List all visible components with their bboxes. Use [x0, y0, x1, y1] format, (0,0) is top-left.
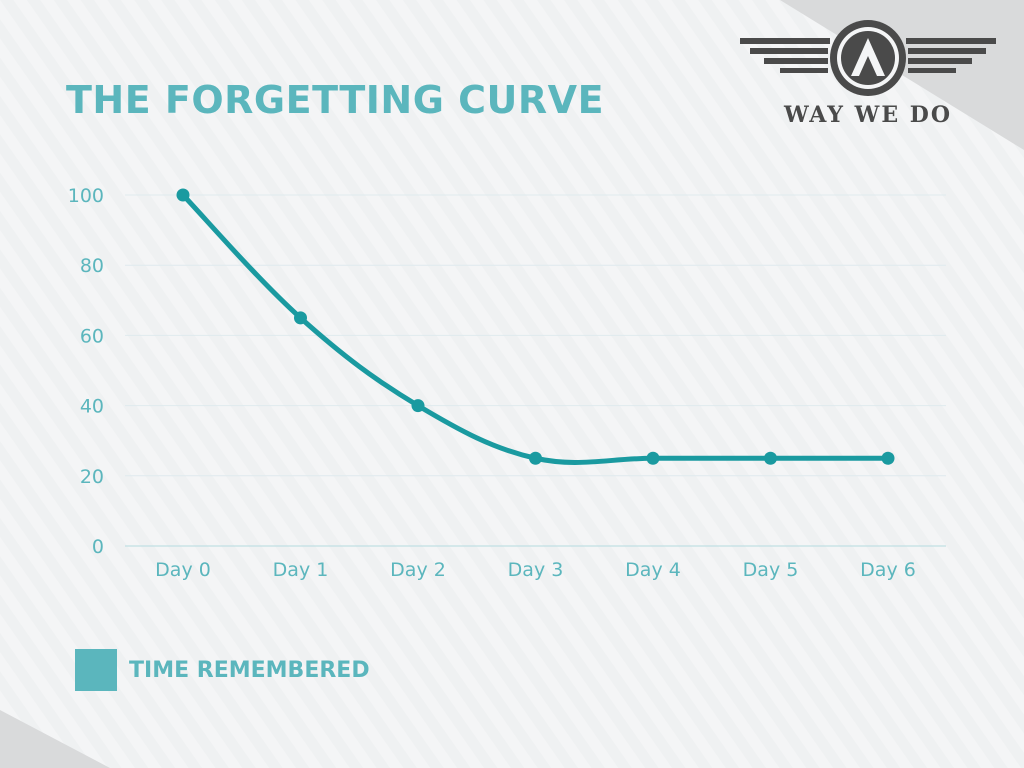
- x-tick-label: Day 6: [860, 559, 916, 581]
- y-tick-label: 80: [80, 255, 104, 277]
- x-tick-label: Day 1: [273, 559, 329, 581]
- logo-text: WAY WE DO: [783, 102, 952, 128]
- legend-label: TIME REMEMBERED: [129, 658, 370, 683]
- page-title: THE FORGETTING CURVE: [66, 78, 605, 122]
- x-tick-label: Day 0: [155, 559, 211, 581]
- data-point: [646, 451, 660, 465]
- x-tick-label: Day 4: [625, 559, 681, 581]
- data-point: [176, 188, 190, 202]
- logo: WAY WE DO: [738, 18, 998, 132]
- x-tick-label: Day 5: [743, 559, 799, 581]
- y-tick-label: 20: [80, 466, 104, 488]
- data-point: [294, 311, 307, 325]
- winged-a-emblem-icon: [740, 20, 996, 96]
- y-tick-label: 100: [68, 185, 104, 207]
- y-tick-label: 40: [80, 396, 104, 418]
- x-tick-label: Day 3: [508, 559, 564, 581]
- data-point: [764, 451, 777, 465]
- data-point: [881, 451, 895, 465]
- y-tick-label: 60: [80, 325, 104, 347]
- x-tick-label: Day 2: [390, 559, 446, 581]
- legend-swatch: [75, 649, 117, 691]
- line-chart: 0 20 40 60 80 100 Day 0 Day 1 Day 2 Day 3 Day 4 Da…: [68, 185, 946, 581]
- data-point: [529, 451, 542, 465]
- series-line: [180, 192, 891, 465]
- y-tick-label: 0: [92, 536, 104, 558]
- data-point: [411, 399, 425, 413]
